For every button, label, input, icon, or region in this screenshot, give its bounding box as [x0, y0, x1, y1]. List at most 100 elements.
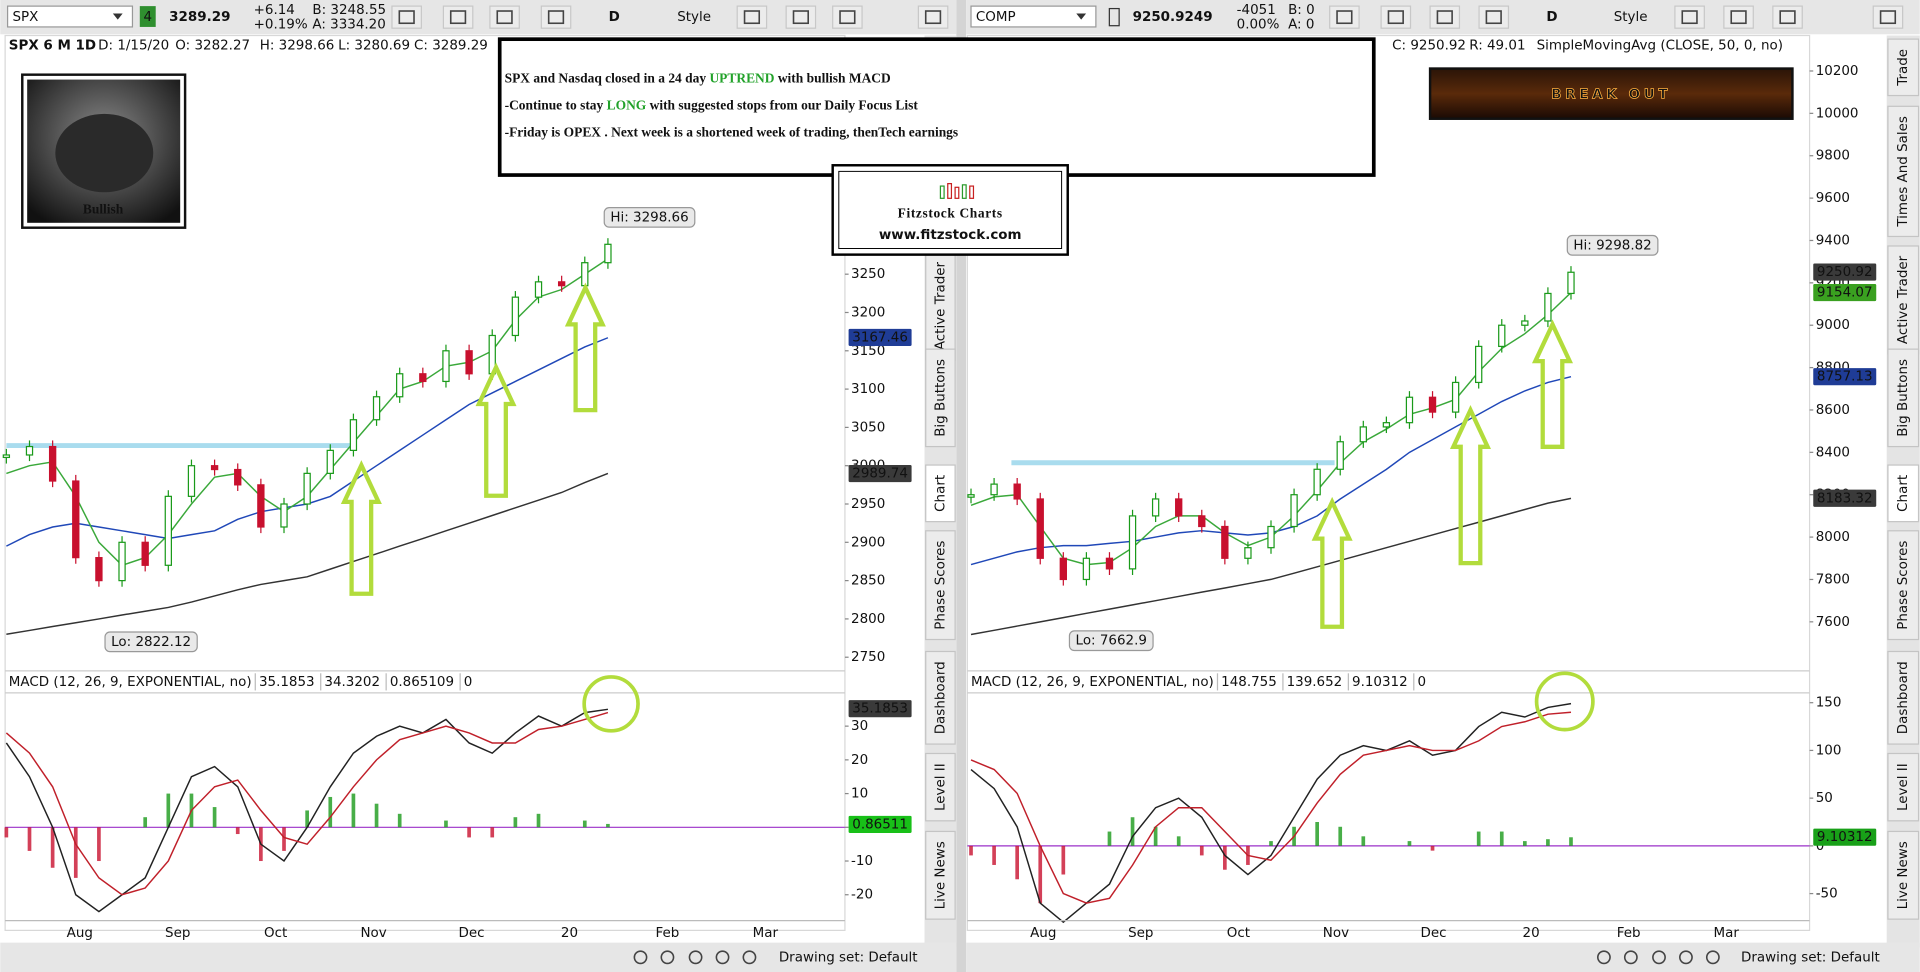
price-label-bg	[848, 328, 912, 346]
macd-value: 35.1853	[259, 675, 315, 690]
macd-tick-label: 30	[851, 719, 868, 734]
zoom-button[interactable]	[1597, 950, 1611, 965]
change-pct: +0.19%	[254, 17, 308, 32]
toolbar-button[interactable]	[736, 5, 768, 29]
side-tab[interactable]: Active Trader	[1896, 255, 1911, 344]
side-tab[interactable]: Phase Scores	[1896, 541, 1911, 630]
histogram-bar	[27, 827, 32, 851]
drawing-set[interactable]: Drawing set: Default	[1741, 950, 1880, 965]
toolbar-button[interactable]	[785, 5, 817, 29]
candle	[1498, 324, 1506, 348]
side-tab-bg[interactable]	[925, 650, 956, 745]
last-price: 3289.29	[169, 10, 230, 25]
zoom-button[interactable]	[688, 950, 703, 965]
toolbar-button[interactable]	[832, 5, 863, 29]
period[interactable]: D	[1546, 10, 1557, 25]
candle	[48, 445, 57, 482]
link-box[interactable]	[1108, 7, 1120, 27]
candle	[326, 449, 334, 474]
zoom-button[interactable]	[633, 950, 648, 965]
histogram-bar	[1361, 836, 1366, 846]
annotation-text: LONG	[607, 98, 647, 113]
side-tab-bg[interactable]	[925, 464, 956, 523]
toolbar-button[interactable]	[1478, 5, 1510, 29]
price-label-bg	[1813, 263, 1877, 281]
side-tab[interactable]: Level II	[1896, 763, 1911, 811]
side-tab-bg[interactable]	[925, 348, 956, 448]
macd-line	[970, 702, 1572, 924]
link-box[interactable]	[139, 6, 156, 27]
toolbar-button[interactable]	[391, 5, 422, 29]
period[interactable]: D	[609, 10, 620, 25]
side-tab[interactable]: Chart	[933, 475, 948, 512]
logo-candle	[954, 186, 960, 199]
price-tick-label: 9000	[1816, 318, 1850, 333]
candle	[419, 373, 427, 383]
toolbar-button[interactable]	[1380, 5, 1412, 29]
toolbar-button[interactable]	[1772, 5, 1803, 29]
candle	[511, 296, 520, 337]
side-tab[interactable]: Level II	[933, 763, 948, 811]
zoom-button[interactable]	[715, 950, 730, 965]
side-tab[interactable]: Phase Scores	[933, 541, 948, 630]
price-tick-label: 2900	[851, 535, 885, 550]
zoom-button[interactable]	[1623, 950, 1638, 965]
side-tab[interactable]: Times And Sales	[1896, 116, 1911, 228]
toolbar-button[interactable]	[1329, 5, 1360, 29]
toolbar-button[interactable]	[442, 5, 474, 29]
side-tab-bg[interactable]	[925, 830, 956, 920]
link-number: 4	[143, 10, 152, 25]
zoom-button[interactable]	[742, 950, 757, 965]
toolbar-button[interactable]	[917, 5, 949, 29]
side-tab-bg[interactable]	[1887, 38, 1920, 97]
side-tab-bg[interactable]	[925, 752, 956, 822]
side-tab[interactable]: Chart	[1896, 475, 1911, 512]
price-tick-label: 3100	[851, 382, 885, 397]
toolbar-button[interactable]	[1674, 5, 1705, 29]
toolbar-button[interactable]	[1723, 5, 1754, 29]
toolbar-button[interactable]	[489, 5, 520, 29]
zoom-button[interactable]	[1652, 950, 1666, 965]
side-tab-bg[interactable]	[1887, 245, 1920, 355]
toolbar-button[interactable]	[1872, 5, 1904, 29]
side-tab-bg[interactable]	[1887, 105, 1920, 238]
histogram-bar	[969, 845, 973, 856]
side-tab[interactable]: Live News	[1896, 841, 1911, 909]
side-tab[interactable]: Big Buttons	[933, 359, 948, 437]
style-menu[interactable]: Style	[677, 10, 711, 25]
symbol-box[interactable]	[970, 5, 1097, 28]
histogram-bar	[1569, 837, 1573, 846]
candle	[1198, 515, 1206, 528]
candle	[257, 484, 265, 528]
macd-value: 0	[1417, 675, 1426, 690]
style-menu[interactable]: Style	[1614, 10, 1648, 25]
annotation-text: UPTREND	[709, 71, 774, 86]
side-tab-bg[interactable]	[925, 530, 956, 641]
side-tab[interactable]: Dashboard	[1896, 661, 1911, 734]
candle	[141, 541, 149, 566]
side-tab-bg[interactable]	[1887, 650, 1920, 745]
side-tab[interactable]: Dashboard	[933, 661, 948, 734]
side-tab-bg[interactable]	[1887, 464, 1920, 523]
toolbar-button[interactable]	[1429, 5, 1461, 29]
candle	[1151, 498, 1160, 517]
symbol-box[interactable]	[6, 5, 134, 28]
side-tab-bg[interactable]	[1887, 348, 1920, 448]
panel-divider[interactable]	[956, 0, 967, 972]
drawing-set[interactable]: Drawing set: Default	[779, 950, 918, 965]
side-tab[interactable]: Active Trader	[933, 261, 948, 350]
zoom-button[interactable]	[660, 950, 675, 965]
price-tick-label: 9600	[1816, 191, 1850, 206]
side-tab-bg[interactable]	[1887, 752, 1920, 822]
side-tab-bg[interactable]	[1887, 530, 1920, 641]
x-tick-label: Aug	[67, 926, 93, 941]
side-tab[interactable]: Big Buttons	[1896, 359, 1911, 437]
toolbar-button[interactable]	[540, 5, 572, 29]
side-tab-bg[interactable]	[1887, 830, 1920, 920]
zoom-button[interactable]	[1705, 950, 1720, 965]
side-tab[interactable]: Live News	[933, 841, 948, 909]
side-tab[interactable]: Trade	[1896, 49, 1911, 87]
zoom-button[interactable]	[1679, 950, 1693, 965]
study-label: SimpleMovingAvg (CLOSE, 50, 0, no)	[1537, 38, 1783, 53]
toolbar-icon	[924, 10, 942, 25]
